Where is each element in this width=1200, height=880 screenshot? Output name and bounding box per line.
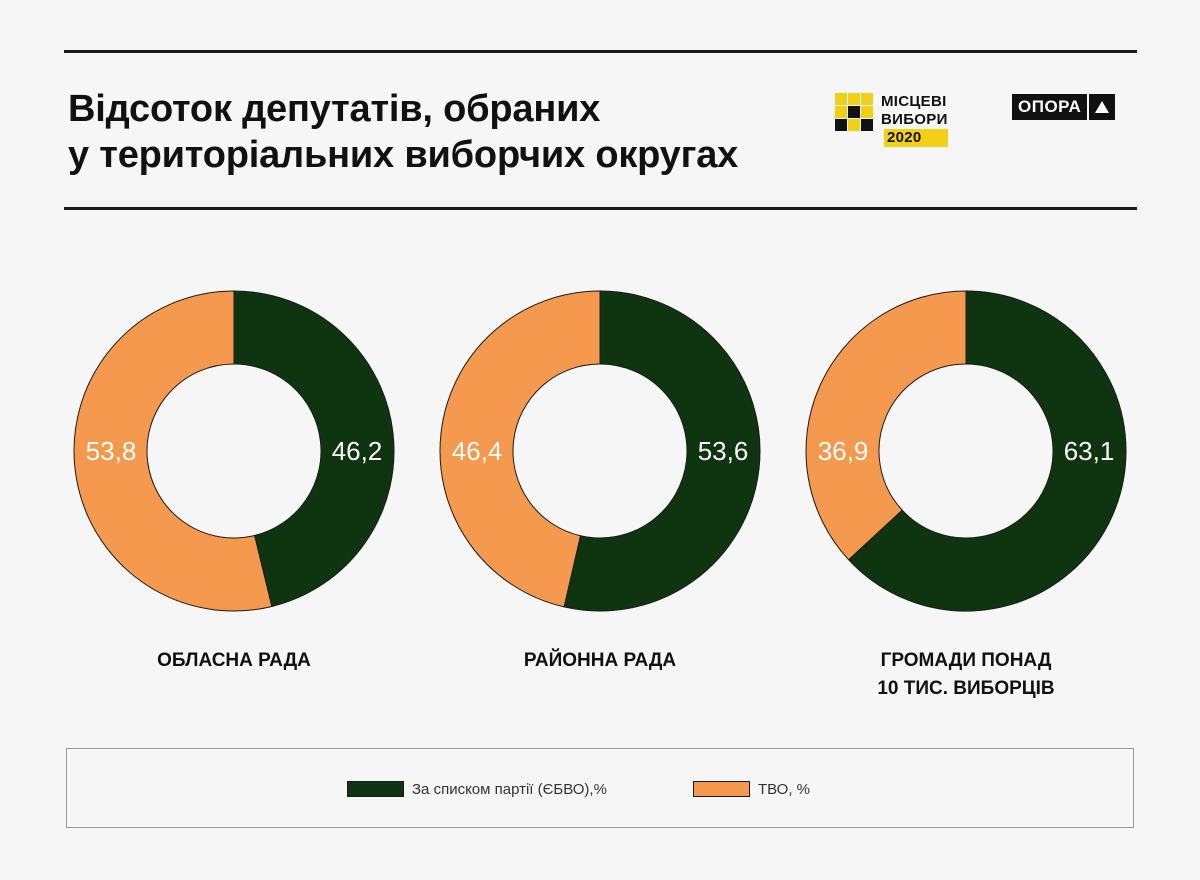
donut-2-label-district: 46,4 bbox=[452, 436, 503, 466]
donut-1-slice-district bbox=[73, 290, 273, 612]
donut-3-slice-district bbox=[805, 290, 967, 561]
legend-label-party: За списком партії (ЄБВО),% bbox=[412, 780, 607, 798]
mv-year: 2020 bbox=[884, 129, 948, 147]
legend: За списком партії (ЄБВО),% ТВО, % bbox=[66, 748, 1134, 828]
title-line-2: у територіальних виборчих округах bbox=[68, 134, 739, 176]
donut-2-slice-party bbox=[563, 290, 761, 612]
pixel-grid-icon bbox=[835, 93, 873, 131]
donut-3-slice-party bbox=[847, 290, 1127, 612]
page-title: Відсоток депутатів, обраних у територіал… bbox=[68, 86, 738, 178]
mv-line-1: МІСЦЕВІ bbox=[881, 93, 947, 110]
donut-3-label-party: 63,1 bbox=[1064, 436, 1115, 466]
donut-3-title-line-2: 10 ТИС. ВИБОРЦІВ bbox=[877, 678, 1054, 699]
donut-2-label-party: 53,6 bbox=[698, 436, 749, 466]
legend-swatch-district bbox=[693, 781, 750, 797]
triangle-icon bbox=[1089, 94, 1116, 120]
donut-1-title: ОБЛАСНА РАДА bbox=[157, 650, 311, 671]
donut-3-title-line-1: ГРОМАДИ ПОНАД bbox=[881, 650, 1052, 671]
donut-1-label-district: 53,8 bbox=[86, 436, 137, 466]
donut-3-label-district: 36,9 bbox=[818, 436, 869, 466]
donut-2-slice-district bbox=[439, 290, 601, 608]
donut-2-title: РАЙОННА РАДА bbox=[524, 649, 677, 671]
mv-line-2: ВИБОРИ bbox=[881, 111, 948, 128]
legend-item-district: ТВО, % bbox=[693, 780, 810, 798]
legend-item-party: За списком партії (ЄБВО),% bbox=[347, 780, 607, 798]
donut-1-slice-party bbox=[233, 290, 395, 608]
top-divider bbox=[64, 50, 1137, 53]
header-divider bbox=[64, 207, 1137, 210]
title-line-1: Відсоток депутатів, обраних bbox=[68, 88, 601, 130]
local-elections-wordmark: МІСЦЕВІ ВИБОРИ 2020 bbox=[881, 93, 948, 147]
donut-1-label-party: 46,2 bbox=[332, 436, 383, 466]
opora-wordmark: ОПОРА bbox=[1012, 94, 1088, 120]
legend-label-district: ТВО, % bbox=[758, 780, 811, 798]
local-elections-logo: МІСЦЕВІ ВИБОРИ 2020 bbox=[835, 93, 1005, 147]
opora-logo: ОПОРА bbox=[1012, 94, 1116, 120]
donut-charts: 46,2 53,8 ОБЛАСНА РАДА 53,6 46,4 РАЙОННА РАДА… bbox=[73, 290, 1127, 699]
legend-swatch-party bbox=[347, 781, 404, 797]
